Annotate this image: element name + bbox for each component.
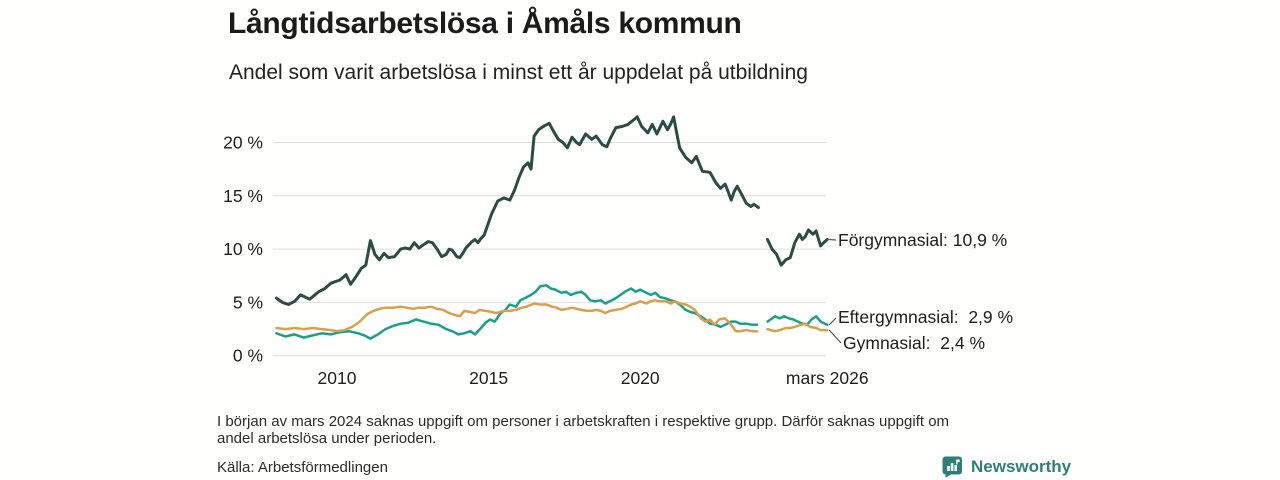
y-tick-label-5: 5 % (233, 292, 263, 312)
y-tick-label-20: 20 % (223, 133, 263, 153)
y-tick-label-10: 10 % (223, 239, 263, 259)
x-tick-label-2010: 2010 (318, 368, 357, 388)
chart-subtitle: Andel som varit arbetslösa i minst ett å… (229, 61, 808, 84)
series-line-förgymnasial-seg2 (766, 228, 829, 267)
series-line-eftergymnasial-seg2 (766, 315, 829, 327)
newsworthy-wordmark: Newsworthy (971, 456, 1072, 476)
series-end-label-forgymnasial: Förgymnasial: 10,9 % (838, 230, 1008, 250)
newsworthy-icon (942, 456, 962, 478)
source-credit: Källa: Arbetsförmedlingen (217, 459, 388, 476)
label-connector-gymnasial (828, 329, 842, 344)
footnote-line-2: andel arbetslösa under perioden. (217, 429, 437, 447)
x-tick-label-2015: 2015 (469, 368, 508, 388)
series-end-label-eftergymnasial: Eftergymnasial: 2,9 % (838, 307, 1014, 327)
series-line-förgymnasial-seg1 (274, 115, 760, 306)
x-tick-label-mars-2026: mars 2026 (786, 368, 869, 388)
footnote-line-1: I början av mars 2024 saknas uppgift om … (217, 413, 950, 430)
label-connector-eftergymnasial (828, 317, 837, 326)
newsworthy-logo: Newsworthy (941, 455, 1071, 478)
series-end-label-gymnasial: Gymnasial: 2,4 % (843, 333, 985, 353)
series-line-eftergymnasial-seg1 (275, 284, 759, 340)
y-tick-label-15: 15 % (223, 186, 263, 206)
series-line-gymnasial-seg2 (766, 322, 829, 333)
series-line-gymnasial-seg1 (275, 299, 759, 333)
x-tick-label-2020: 2020 (621, 368, 660, 388)
page-title: Långtidsarbetslösa i Åmåls kommun (228, 7, 742, 40)
y-tick-label-0: 0 % (233, 346, 263, 366)
footnote: I början av mars 2024 saknas uppgift om … (217, 413, 1077, 447)
